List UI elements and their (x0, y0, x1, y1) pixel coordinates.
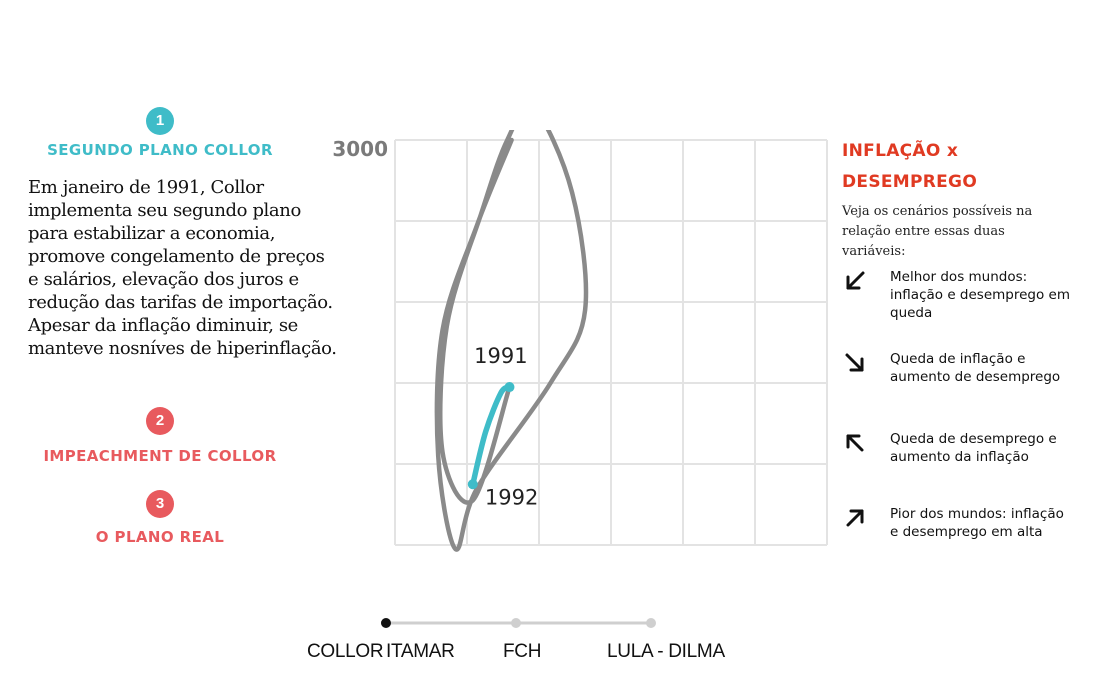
legend-item-best-text: Melhor dos mundos: inflação e desemprego… (890, 269, 1070, 321)
timeline-label-fch[interactable]: FCH (503, 641, 542, 662)
arrow-down-left-icon (846, 271, 865, 290)
legend-panel: INFLAÇÃO x DESEMPREGO Veja os cenários p… (842, 136, 1072, 262)
arrow-up-right-icon (846, 509, 864, 527)
legend-intro: Veja os cenários possíveis na relação en… (842, 204, 1033, 259)
y-tick-label: 3000 (332, 137, 388, 161)
legend-item-unemployment-up-text: Queda de inflação e aumento de desempreg… (890, 351, 1061, 385)
legend-title-line-2: DESEMPREGO (842, 172, 978, 192)
chart-grid (394, 139, 828, 546)
step-1-title[interactable]: SEGUNDO PLANO COLLOR (47, 141, 273, 159)
point-label-1992: 1992 (485, 486, 538, 510)
trail-line (434, 130, 589, 552)
step-2-number[interactable]: 2 (146, 407, 174, 435)
step-1-description: Em janeiro de 1991, Collor implementa se… (28, 177, 337, 359)
timeline-track (381, 618, 656, 628)
timeline-dot-collor[interactable] (381, 618, 391, 628)
legend-item-worst-text: Pior dos mundos: inflação e desemprego e… (890, 506, 1064, 540)
timeline-label-lula-dilma[interactable]: LULA - DILMA (607, 641, 725, 662)
step-1[interactable]: 1 SEGUNDO PLANO COLLOR (0, 107, 320, 159)
step-1-number[interactable]: 1 (146, 107, 174, 135)
timeline-label-itamar[interactable]: ITAMAR (386, 641, 455, 662)
timeline: COLLOR ITAMAR FCH LULA - DILMA (300, 605, 760, 675)
arrow-down-right-icon (845, 353, 864, 372)
timeline-dot-fch[interactable] (511, 618, 521, 628)
timeline-dot-lula-dilma[interactable] (646, 618, 656, 628)
step-3-title[interactable]: O PLANO REAL (95, 528, 225, 546)
timeline-label-collor[interactable]: COLLOR (307, 641, 384, 662)
step-2-title[interactable]: IMPEACHMENT DE COLLOR (43, 447, 277, 465)
legend-item-inflation-up-text: Queda de desemprego e aumento da inflaçã… (890, 431, 1057, 465)
highlight-end-point (504, 382, 515, 393)
highlight-start-point (467, 479, 478, 490)
inflation-unemployment-chart: 3000 1991 1992 (332, 130, 828, 552)
step-3-number[interactable]: 3 (146, 490, 174, 518)
step-2[interactable]: 2 IMPEACHMENT DE COLLOR (0, 407, 320, 465)
step-3[interactable]: 3 O PLANO REAL (0, 490, 320, 546)
legend-title-line-1: INFLAÇÃO x (842, 141, 959, 161)
point-label-1991: 1991 (474, 344, 527, 368)
arrow-up-left-icon (846, 434, 864, 452)
